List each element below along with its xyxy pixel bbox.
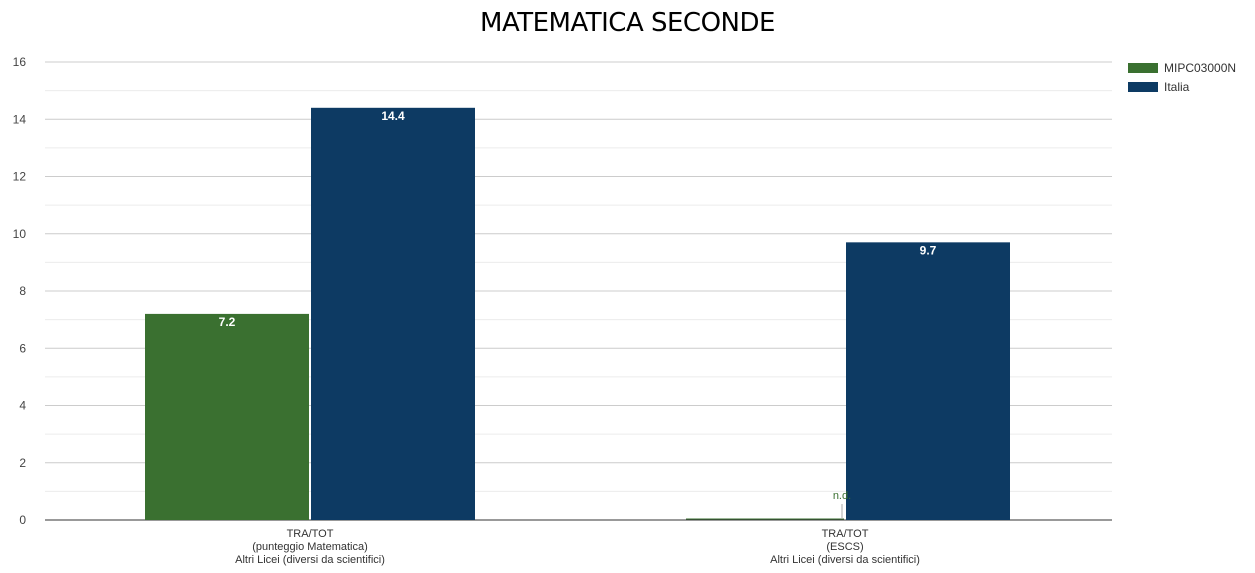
legend-swatch-blue [1128, 81, 1158, 92]
bar-italia-0 [311, 107, 475, 521]
x-tick-label: TRA/TOT [822, 528, 869, 540]
x-tick-label: (punteggio Matematica) [252, 541, 368, 553]
data-label: 9.7 [920, 243, 937, 257]
x-tick-label: TRA/TOT [287, 528, 334, 540]
data-label-nd: n.d. [833, 490, 851, 502]
y-tick-label: 6 [19, 341, 26, 355]
bar-mipc03000n-0 [145, 313, 309, 520]
x-axis-labels: TRA/TOT(punteggio Matematica)Altri Licei… [235, 528, 920, 566]
y-tick-label: 2 [19, 456, 26, 470]
bar-italia-1 [846, 242, 1010, 520]
y-tick-label: 8 [19, 284, 26, 298]
data-label: 14.4 [381, 109, 405, 123]
legend-swatch-green [1128, 62, 1158, 73]
x-tick-label: Altri Licei (diversi da scientifici) [235, 554, 385, 566]
data-label: 7.2 [219, 315, 236, 329]
y-tick-label: 14 [13, 112, 27, 126]
bars [145, 107, 1010, 521]
y-tick-label: 4 [19, 399, 26, 413]
y-tick-label: 12 [13, 170, 27, 184]
legend-label: Italia [1164, 79, 1190, 94]
data-labels: 7.2 14.4 n.d. 9.7 [219, 109, 937, 502]
y-tick-label: 10 [13, 227, 27, 241]
x-tick-label: (ESCS) [826, 541, 863, 553]
legend: MIPC03000N Italia [1128, 58, 1236, 96]
y-tick-label: 0 [19, 513, 26, 527]
y-axis-ticks: 0 2 4 6 8 10 12 14 16 [13, 55, 27, 527]
legend-label: MIPC03000N [1164, 60, 1237, 75]
y-tick-label: 16 [13, 55, 27, 69]
legend-item-italia[interactable]: Italia [1128, 77, 1236, 96]
legend-item-mipc03000n[interactable]: MIPC03000N [1128, 58, 1236, 77]
chart-title: MATEMATICA SECONDE [480, 8, 775, 38]
x-tick-label: Altri Licei (diversi da scientifici) [770, 554, 920, 566]
